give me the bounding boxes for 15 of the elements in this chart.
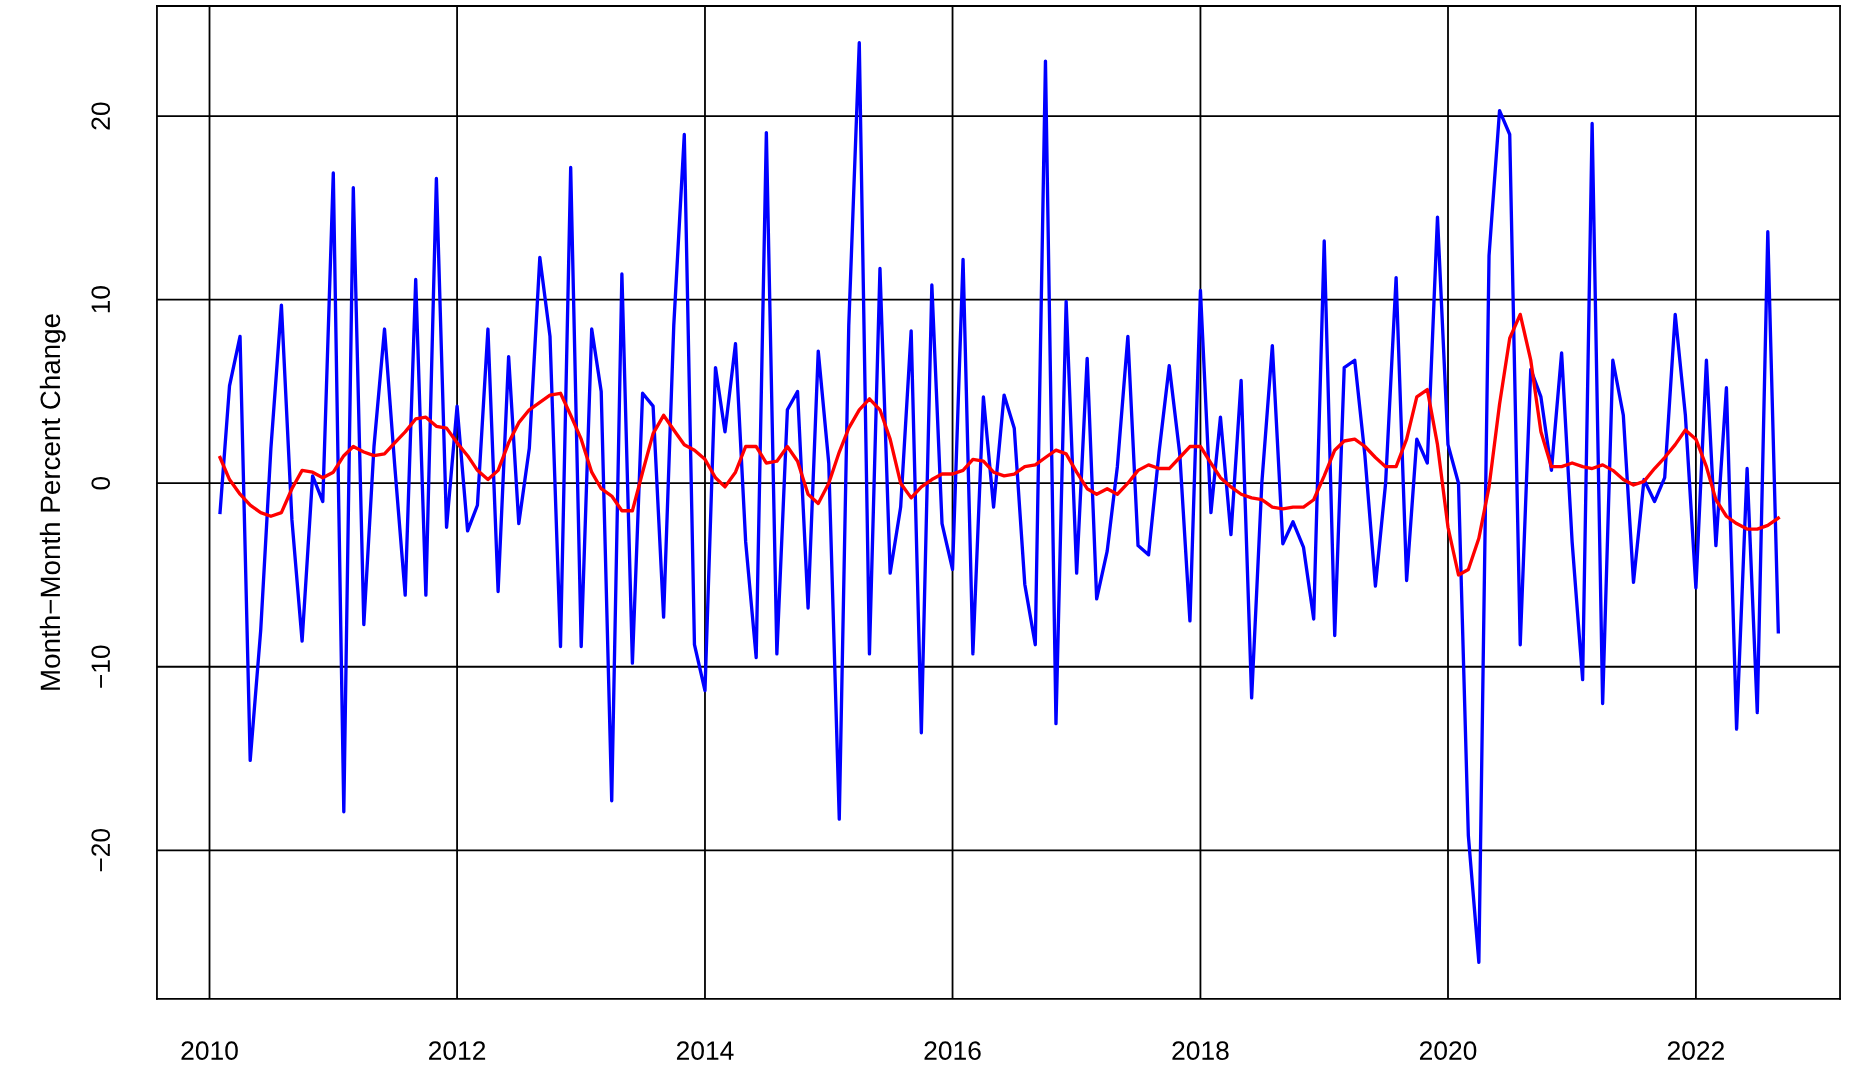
x-tick-label: 2016: [924, 1041, 981, 1061]
y-tick-label: −20: [91, 828, 111, 872]
x-tick-label: 2014: [676, 1041, 734, 1061]
line-series: [218, 312, 1780, 577]
y-tick-label: 0: [91, 476, 111, 490]
y-tick-label: 10: [91, 286, 111, 313]
x-tick-label: 2012: [429, 1041, 486, 1061]
x-tick-label: 2020: [1419, 1041, 1477, 1061]
line-series: [218, 41, 1780, 964]
x-tick-label: 2022: [1667, 1041, 1724, 1061]
y-tick-label: −10: [91, 645, 111, 688]
y-axis-title: Month−Month Percent Change: [39, 314, 66, 690]
x-tick-label: 2018: [1172, 1041, 1229, 1061]
y-tick-label: 20: [91, 102, 111, 130]
x-tick-label: 2010: [181, 1041, 238, 1061]
